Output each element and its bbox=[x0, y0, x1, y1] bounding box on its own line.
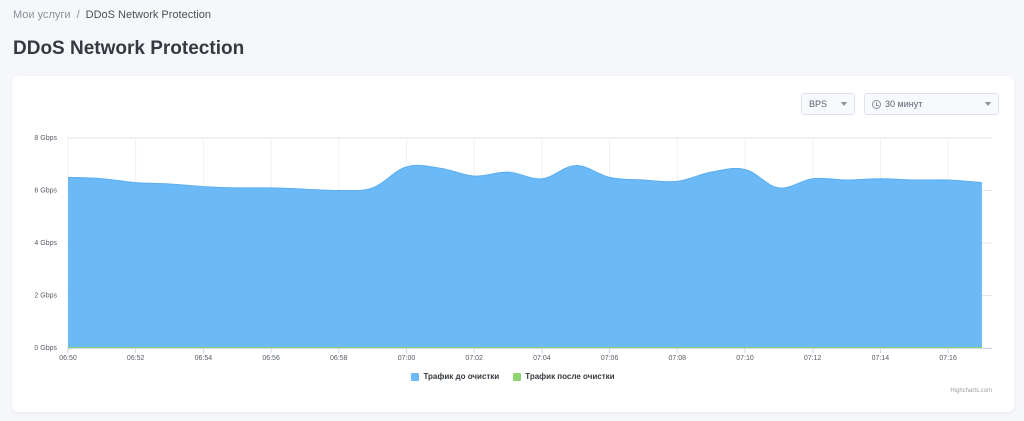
y-tick-label: 8 Gbps bbox=[34, 135, 57, 142]
x-tick-label: 06:54 bbox=[195, 355, 213, 362]
legend-label-before: Трафик до очистки bbox=[423, 372, 500, 381]
chart-legend: Трафик до очистки Трафик после очистки bbox=[12, 372, 1014, 381]
series-line-before bbox=[67, 164, 982, 192]
chevron-down-icon bbox=[841, 102, 847, 106]
x-tick-label: 07:00 bbox=[398, 355, 416, 362]
y-tick-label: 2 Gbps bbox=[34, 293, 57, 300]
x-axis: 06:50 06:52 06:54 06:56 06:58 07:00 07:02 07:04… bbox=[59, 348, 992, 362]
period-select[interactable]: 30 минут bbox=[864, 93, 999, 115]
period-select-value: 30 минут bbox=[885, 99, 923, 109]
legend-item-after[interactable]: Трафик после очистки bbox=[513, 372, 615, 381]
legend-item-before[interactable]: Трафик до очистки bbox=[411, 372, 499, 381]
x-tick-label: 07:12 bbox=[804, 355, 822, 362]
x-tick-label: 06:58 bbox=[330, 355, 348, 362]
chart-series bbox=[67, 164, 982, 348]
clock-icon bbox=[872, 99, 881, 109]
x-tick-label: 06:56 bbox=[262, 355, 280, 362]
x-tick-label: 06:50 bbox=[59, 355, 77, 362]
chart-card: BPS 30 минут 0 Gbps 2 Gbps 4 Gbps 6 Gbps 8 G… bbox=[12, 76, 1014, 412]
x-tick-label: 07:04 bbox=[533, 355, 551, 362]
metric-select-value: BPS bbox=[809, 99, 828, 109]
x-tick-label: 07:16 bbox=[939, 355, 957, 362]
breadcrumb: Мои услуги / DDoS Network Protection bbox=[13, 9, 211, 21]
chart-credits[interactable]: Highcharts.com bbox=[950, 388, 992, 394]
y-tick-label: 0 Gbps bbox=[34, 345, 57, 352]
y-tick-label: 6 Gbps bbox=[34, 188, 57, 195]
chevron-down-icon bbox=[985, 102, 991, 106]
x-tick-label: 07:14 bbox=[872, 355, 890, 362]
breadcrumb-link-services[interactable]: Мои услуги bbox=[13, 9, 71, 21]
x-tick-label: 07:06 bbox=[601, 355, 619, 362]
x-tick-label: 07:10 bbox=[736, 355, 754, 362]
y-axis-labels: 0 Gbps 2 Gbps 4 Gbps 6 Gbps 8 Gbps bbox=[34, 135, 57, 352]
series-area-before[interactable] bbox=[68, 165, 982, 348]
legend-label-after: Трафик после очистки bbox=[525, 372, 615, 381]
breadcrumb-current: DDoS Network Protection bbox=[85, 9, 211, 21]
legend-swatch-after bbox=[513, 372, 522, 381]
x-tick-label: 06:52 bbox=[127, 355, 145, 362]
x-tick-label: 07:02 bbox=[465, 355, 483, 362]
x-tick-label: 07:08 bbox=[669, 355, 687, 362]
y-tick-label: 4 Gbps bbox=[34, 240, 57, 247]
legend-swatch-before bbox=[411, 372, 420, 381]
breadcrumb-separator: / bbox=[76, 9, 80, 21]
page-title: DDoS Network Protection bbox=[13, 38, 245, 59]
metric-select[interactable]: BPS bbox=[801, 93, 855, 115]
